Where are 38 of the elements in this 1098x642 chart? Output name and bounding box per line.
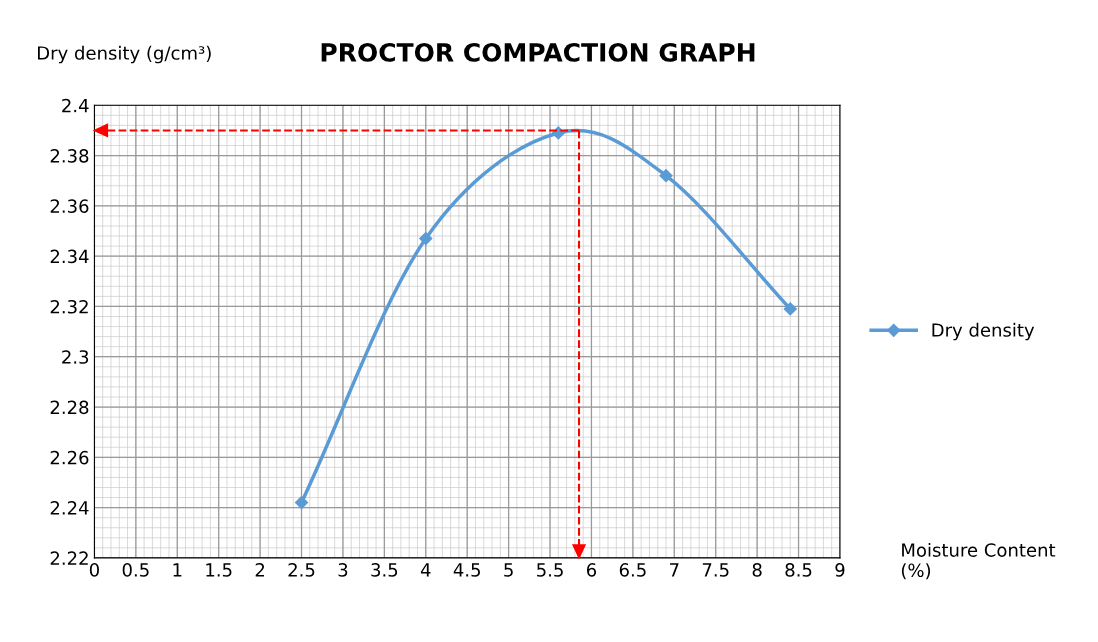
y-tick-label: 2.38 bbox=[50, 149, 89, 163]
point bbox=[419, 231, 433, 246]
y-tick-label: 2.24 bbox=[50, 501, 89, 515]
y-tick-label: 2.4 bbox=[62, 98, 89, 113]
x-tick-label: 1.5 bbox=[206, 563, 232, 577]
y-tick-label: 2.28 bbox=[50, 400, 89, 415]
y-tick-label: 2.22 bbox=[50, 551, 88, 565]
x-tick-label: 6 bbox=[586, 563, 597, 577]
x-tick-label: 1 bbox=[173, 563, 182, 577]
x-tick-label: 2.5 bbox=[288, 563, 315, 577]
point bbox=[551, 126, 565, 140]
x-tick-label: 3 bbox=[338, 563, 348, 577]
x-axis-title: Moisture Content (%) bbox=[901, 542, 1056, 580]
y-axis-title: Dry density (g/cm³) bbox=[38, 45, 211, 64]
x-tick-label: 7.5 bbox=[702, 563, 729, 577]
x-tick-label: 6.5 bbox=[619, 563, 646, 577]
x-tick-label: 2 bbox=[255, 563, 265, 577]
x-tick-label: 4.5 bbox=[453, 563, 480, 577]
y-tick-label: 2.32 bbox=[50, 299, 88, 314]
x-tick-label: 5 bbox=[504, 563, 513, 577]
x-tick-label: 3.5 bbox=[371, 563, 398, 577]
x-tick-label: 8.5 bbox=[785, 563, 812, 577]
x-tick-label: 8 bbox=[752, 563, 762, 577]
x-tick-label: 0 bbox=[89, 563, 99, 577]
x-tick-label: 5.5 bbox=[537, 563, 563, 577]
point bbox=[783, 302, 797, 316]
y-tick-label: 2.34 bbox=[50, 249, 89, 264]
legend-label: Dry density bbox=[932, 322, 1035, 341]
y-tick-label: 2.26 bbox=[50, 450, 89, 465]
x-tick-label: 7 bbox=[670, 563, 679, 577]
point bbox=[294, 495, 309, 510]
y-tick-label: 2.36 bbox=[50, 199, 89, 213]
x-tick-label: 0.5 bbox=[122, 563, 149, 577]
point bbox=[659, 169, 673, 183]
x-tick-label: 4 bbox=[420, 563, 431, 577]
chart-title: PROCTOR COMPACTION GRAPH bbox=[321, 42, 755, 62]
y-tick-label: 2.3 bbox=[62, 350, 89, 364]
x-tick-label: 9 bbox=[835, 563, 845, 577]
